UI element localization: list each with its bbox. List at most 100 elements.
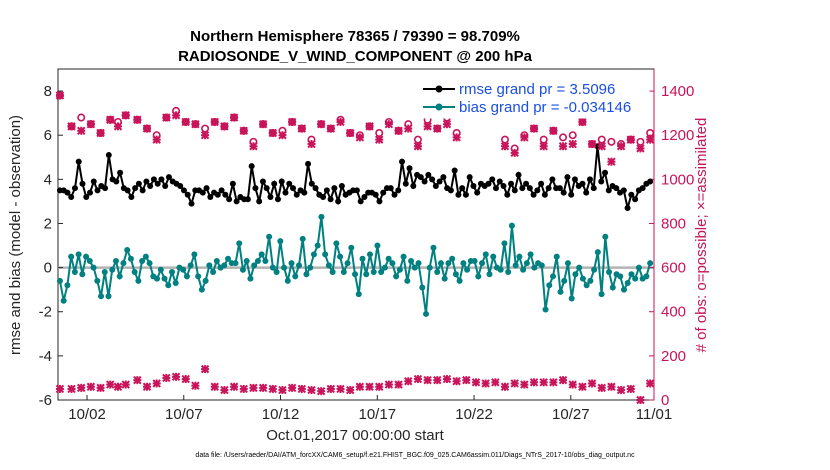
- rmse-point: [233, 198, 240, 205]
- rmse-point: [425, 171, 432, 178]
- obs-assimilated-marker: [133, 375, 142, 385]
- obs-assimilated-marker: [307, 385, 316, 395]
- legend: rmse grand pr = 3.5096 bias grand pr = -…: [420, 77, 650, 119]
- obs-assimilated-marker: [162, 373, 171, 383]
- rmse-point: [282, 189, 289, 196]
- bias-point: [168, 269, 175, 276]
- bias-point: [79, 271, 86, 278]
- bias-point: [437, 260, 444, 267]
- bias-point: [400, 253, 407, 260]
- bias-point: [591, 266, 598, 273]
- bias-point: [408, 257, 415, 264]
- rmse-point: [560, 189, 567, 196]
- bias-point: [172, 280, 179, 287]
- obs-assimilated-marker: [249, 383, 258, 393]
- x-axis-label: Oct.01,2017 00:00:00 start: [266, 427, 444, 444]
- bias-point: [568, 295, 575, 302]
- rmse-point: [372, 191, 379, 198]
- rmse-point: [511, 187, 518, 194]
- obs-assimilated-marker: [558, 142, 568, 151]
- bias-point: [531, 264, 538, 271]
- rmse-point: [87, 189, 94, 196]
- bias-point: [546, 282, 553, 289]
- obs-assimilated-marker: [394, 380, 403, 389]
- obs-assimilated-marker: [239, 384, 248, 394]
- bias-point: [296, 262, 303, 269]
- obs-assimilated-marker: [258, 383, 268, 393]
- bias-point: [71, 269, 78, 276]
- legend-rmse-label: rmse grand pr = 3.5096: [459, 81, 615, 98]
- bias-point: [583, 282, 590, 289]
- x-tick-label: 11/01: [636, 406, 672, 423]
- y-tick-label-left: 2: [44, 215, 52, 232]
- legend-rmse-marker: [435, 85, 443, 93]
- bias-point: [366, 251, 373, 258]
- obs-assimilated-marker: [113, 382, 123, 391]
- obs-assimilated-marker: [481, 379, 490, 388]
- bias-point: [393, 273, 400, 280]
- y-axis-label-right: # of obs: o=possible; ×=assimilated: [693, 118, 710, 353]
- bias-point: [482, 251, 489, 258]
- obs-assimilated-marker: [326, 124, 336, 133]
- obs-assimilated-marker: [191, 119, 200, 129]
- y-tick-label-left: -4: [39, 348, 52, 365]
- bias-point: [434, 269, 441, 276]
- obs-assimilated-marker: [413, 142, 423, 151]
- bias-point: [374, 242, 381, 249]
- bias-point: [632, 275, 639, 282]
- obs-assimilated-marker: [587, 379, 597, 388]
- rmse-point: [214, 191, 221, 198]
- bias-point: [355, 291, 362, 298]
- bias-point: [340, 269, 347, 276]
- rmse-point: [271, 180, 278, 187]
- footnote: data file: /Users/raeder/DAI/ATM_forcXX/…: [195, 452, 635, 459]
- bias-point: [523, 260, 530, 267]
- rmse-point: [327, 196, 334, 203]
- obs-assimilated-marker: [452, 133, 461, 142]
- bias-point: [553, 253, 560, 260]
- bias-point: [56, 277, 63, 284]
- rmse-point: [286, 180, 293, 187]
- obs-assimilated-marker: [607, 382, 616, 391]
- rmse-point: [583, 189, 590, 196]
- obs-assimilated-marker: [404, 377, 413, 386]
- bias-point: [187, 262, 194, 269]
- bias-point: [557, 288, 564, 295]
- bias-point: [325, 262, 332, 269]
- rmse-point: [447, 187, 454, 194]
- rmse-point: [410, 182, 417, 189]
- obs-assimilated-marker: [162, 113, 171, 122]
- bias-point: [381, 264, 388, 271]
- bias-point: [505, 269, 512, 276]
- bias-point: [464, 266, 471, 273]
- rmse-point: [102, 185, 109, 192]
- obs-assimilated-marker: [578, 117, 587, 127]
- rmse-point: [177, 182, 184, 189]
- y-tick-label-left: -2: [39, 304, 52, 321]
- obs-assimilated-marker: [316, 386, 326, 396]
- obs-assimilated-marker: [96, 128, 105, 138]
- rmse-point: [613, 185, 620, 192]
- obs-possible-marker: [77, 113, 86, 122]
- obs-assimilated-marker: [268, 128, 277, 138]
- rmse-point: [639, 185, 646, 192]
- bias-point: [310, 251, 317, 258]
- obs-assimilated-marker: [171, 372, 181, 382]
- rmse-point: [647, 178, 654, 185]
- bias-point: [206, 262, 213, 269]
- bias-point: [109, 266, 116, 273]
- obs-assimilated-marker: [520, 133, 529, 142]
- rmse-point: [338, 182, 345, 189]
- rmse-point: [203, 185, 210, 192]
- rmse-point: [489, 176, 496, 183]
- obs-assimilated-marker: [549, 126, 558, 135]
- rmse-point: [165, 174, 172, 181]
- bias-point: [423, 310, 430, 317]
- rmse-point: [496, 178, 503, 185]
- bias-point: [635, 264, 642, 271]
- bias-point: [225, 255, 232, 262]
- rmse-point: [263, 185, 270, 192]
- rmse-point: [222, 191, 229, 198]
- bias-point: [329, 269, 336, 276]
